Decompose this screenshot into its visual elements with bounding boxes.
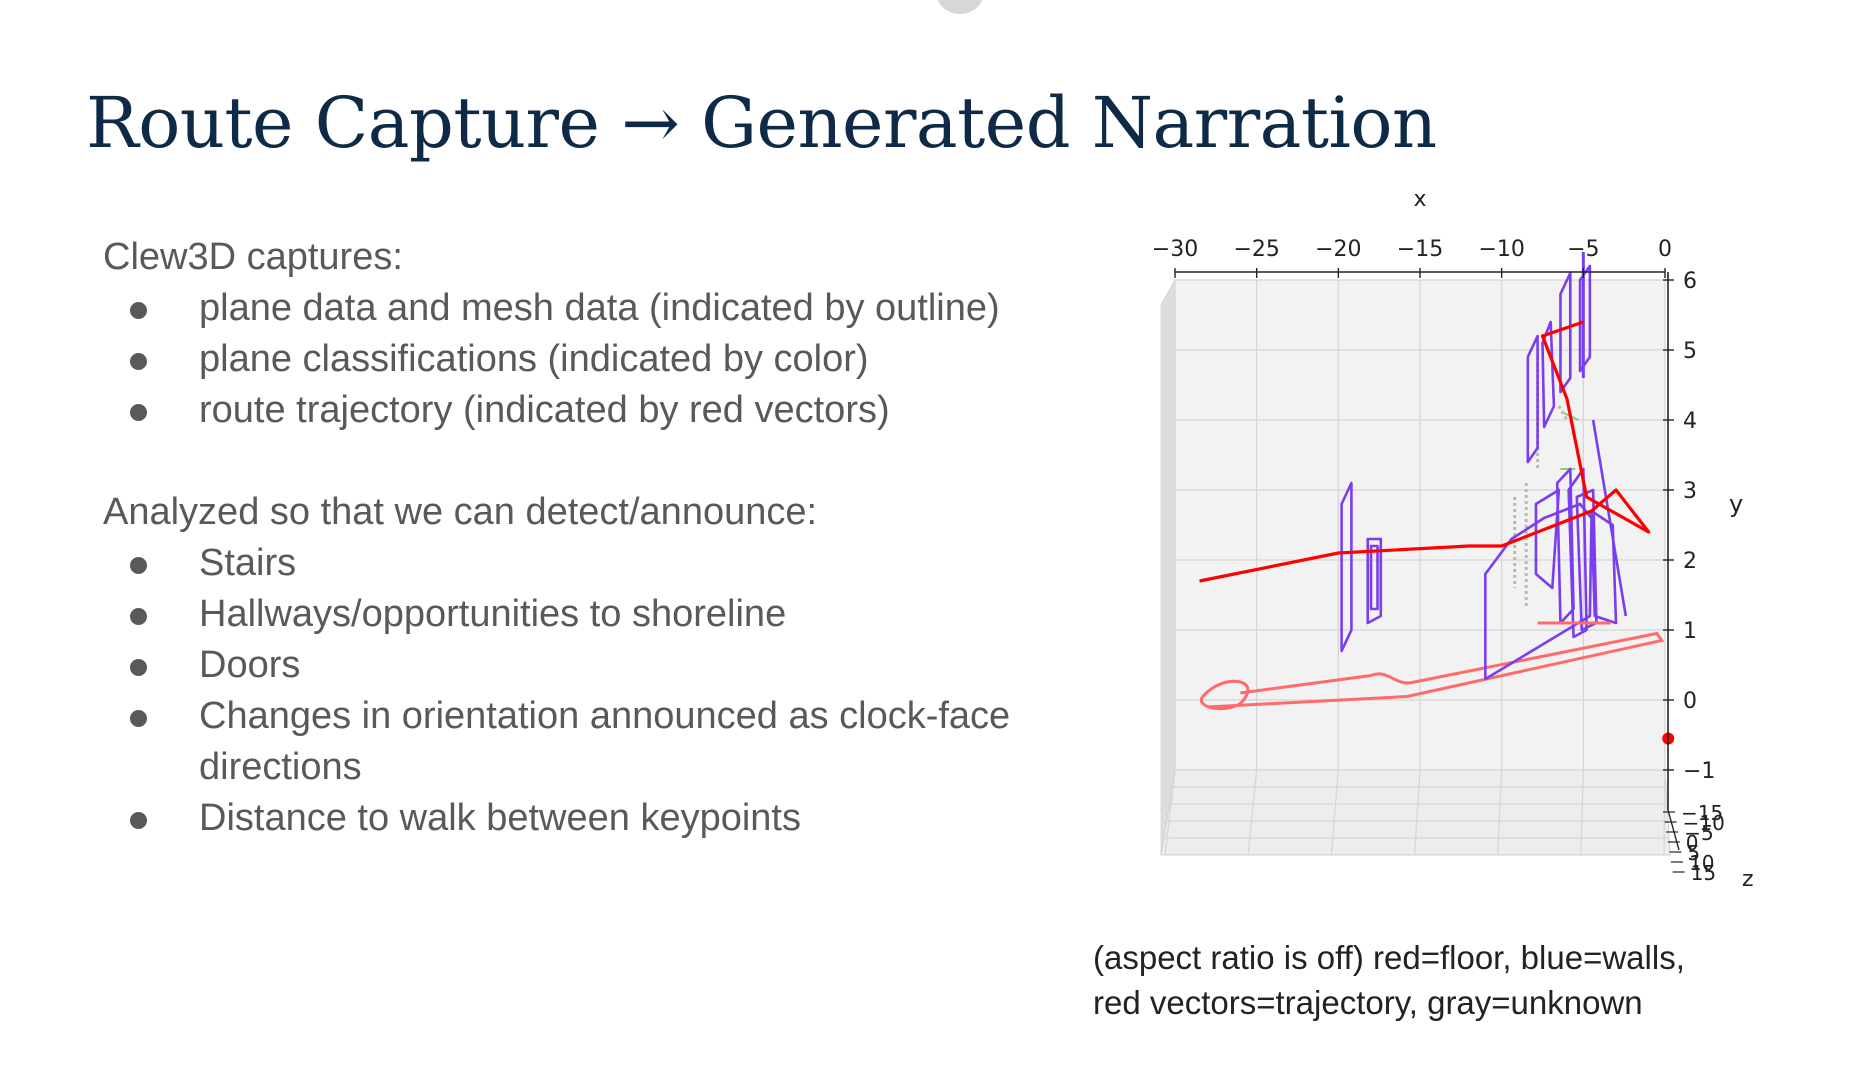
bullet-icon <box>130 812 147 829</box>
y-axis-label: y <box>1729 490 1743 518</box>
z-axis-line <box>1667 809 1680 851</box>
plot-3d: −30 −25 −20 −15 −10 −5 0 x 6 5 4 3 2 1 0 −1 y −15 −10 −5 0 5 1… <box>1090 180 1790 930</box>
x-tick-label: 0 <box>1658 237 1672 262</box>
analysis-heading: Analyzed so that we can detect/announce: <box>103 491 818 533</box>
analysis-list: Stairs Hallways/opportunities to shoreli… <box>103 538 1123 844</box>
slide-title: Route Capture → Generated Narration <box>86 82 1437 164</box>
z-tick-label: 0 <box>1686 831 1699 855</box>
unknown-plane <box>1557 405 1569 421</box>
x-tick-label: −20 <box>1315 237 1361 262</box>
z-tick-label: 15 <box>1691 861 1716 885</box>
y-tick-label: 6 <box>1683 269 1697 294</box>
capture-list: plane data and mesh data (indicated by o… <box>103 283 1123 436</box>
wall-outline <box>1534 488 1561 590</box>
plot-caption: (aspect ratio is off) red=floor, blue=wa… <box>1093 935 1833 1025</box>
y-tick-label: 5 <box>1683 339 1697 364</box>
z-tick-label: −15 <box>1681 801 1723 825</box>
y-tick-label: 0 <box>1683 689 1697 714</box>
floor-outline <box>1199 679 1250 711</box>
capture-heading: Clew3D captures: <box>103 236 403 278</box>
wall-outline <box>1559 271 1572 394</box>
x-axis-label: x <box>1413 187 1426 212</box>
list-item: plane data and mesh data (indicated by o… <box>103 283 1123 334</box>
list-item: Hallways/opportunities to shoreline <box>103 589 1123 640</box>
list-item: route trajectory (indicated by red vecto… <box>103 385 1123 436</box>
list-item: plane classifications (indicated by colo… <box>103 334 1123 385</box>
wall-outline <box>1369 544 1379 611</box>
gridline <box>1164 769 1176 856</box>
gridline <box>1330 769 1339 856</box>
bullet-icon <box>130 710 147 727</box>
y-tick-label: 2 <box>1683 549 1697 574</box>
bullet-icon <box>130 659 147 676</box>
z-tick-label: −10 <box>1683 811 1725 835</box>
wall-outline <box>1340 481 1353 653</box>
bullet-icon <box>130 302 147 319</box>
wall-outline <box>1484 502 1593 681</box>
z-axis-label: z <box>1742 867 1754 892</box>
y-tick-label: −1 <box>1683 759 1715 784</box>
y-tick-label: 1 <box>1683 619 1697 644</box>
caption-line-2: red vectors=trajectory, gray=unknown <box>1093 984 1643 1021</box>
list-item: Stairs <box>103 538 1123 589</box>
x-tick-label: −10 <box>1478 237 1524 262</box>
z-tick-label: 5 <box>1687 841 1700 865</box>
x-tick-label: −30 <box>1152 237 1198 262</box>
x-tick-label: −15 <box>1397 237 1443 262</box>
bullet-icon <box>130 353 147 370</box>
bullet-icon <box>130 404 147 421</box>
z-tick-label: 10 <box>1689 851 1714 875</box>
trajectory-line <box>1199 320 1651 583</box>
gridline <box>1247 769 1258 856</box>
y-tick-label: 3 <box>1683 479 1697 504</box>
x-tick-label: −25 <box>1233 237 1279 262</box>
wall-outline <box>1541 320 1556 429</box>
list-item: Changes in orientation announced as cloc… <box>103 691 1123 793</box>
gridline <box>1497 769 1503 856</box>
gridline <box>1580 769 1584 856</box>
y-tick-label: 4 <box>1683 409 1697 434</box>
x-tick-label: −5 <box>1567 237 1599 262</box>
wall-outline <box>1366 537 1383 625</box>
wall-outline <box>1590 509 1618 625</box>
bullet-icon <box>130 557 147 574</box>
floor-outline <box>1207 631 1665 709</box>
list-item: Distance to walk between keypoints <box>103 793 1123 844</box>
plot-svg: −30 −25 −20 −15 −10 −5 0x6543210−1y−15−10−5051… <box>1152 187 1754 892</box>
z-tick-label: −5 <box>1684 821 1713 845</box>
wall-outline <box>1567 467 1588 639</box>
wall-outline <box>1591 419 1628 617</box>
wall-outline <box>1526 334 1539 464</box>
wall-outline <box>1578 264 1592 373</box>
gridline <box>1413 769 1421 856</box>
list-item: Doors <box>103 640 1123 691</box>
slide-handle <box>937 0 983 14</box>
bullet-icon <box>130 608 147 625</box>
caption-line-1: (aspect ratio is off) red=floor, blue=wa… <box>1093 939 1685 976</box>
slide-body: Clew3D captures: plane data and mesh dat… <box>103 232 1123 844</box>
